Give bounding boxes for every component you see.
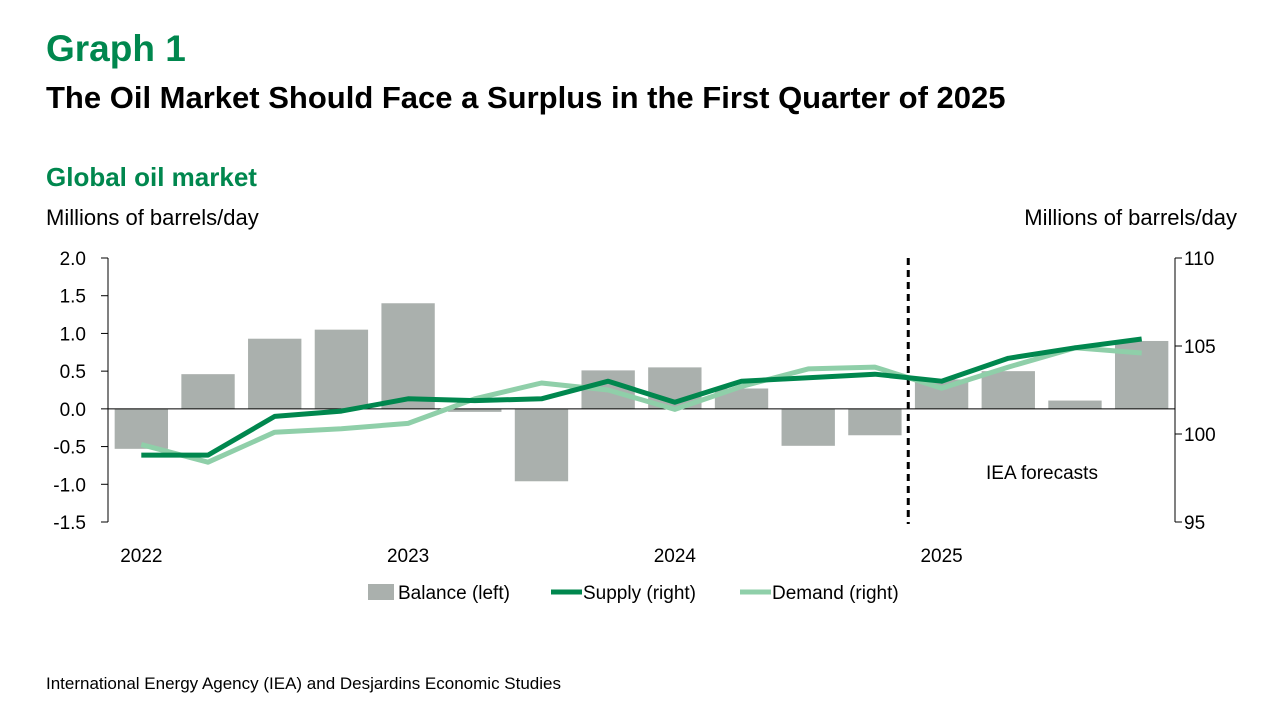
left-axis-tick-label: -0.5 — [53, 438, 86, 459]
balance-bar — [314, 329, 369, 409]
x-axis-year-label: 2025 — [920, 546, 962, 567]
oil-market-chart: -1.5 -1.0 -0.5 0.0 0.5 1.0 1.5 2.0 95 100 105 110 20… — [53, 249, 1216, 604]
legend-supply-label: Supply (right) — [583, 583, 696, 604]
right-axis-tick-label: 105 — [1184, 337, 1216, 358]
left-axis-tick-label: -1.0 — [53, 475, 86, 496]
right-axis-unit-label: Millions of barrels/day — [1024, 205, 1237, 230]
x-axis-year-label: 2024 — [654, 546, 697, 567]
left-axis-tick-label: 0.5 — [60, 362, 86, 383]
supply-line — [141, 336, 1143, 458]
left-axis-tick-label: 1.5 — [60, 287, 86, 308]
right-axis-tick-label: 95 — [1184, 513, 1205, 534]
left-axis-tick-label: 0.0 — [60, 400, 86, 421]
balance-bar — [1048, 400, 1102, 409]
balance-bar — [448, 408, 502, 412]
x-axis-year-label: 2022 — [120, 546, 162, 567]
left-axis-tick-label: -1.5 — [53, 513, 86, 534]
chart-title: The Oil Market Should Face a Surplus in … — [46, 80, 1006, 115]
right-axis-tick-label: 100 — [1184, 425, 1216, 446]
legend-balance-swatch — [368, 584, 394, 600]
left-axis-unit-label: Millions of barrels/day — [46, 205, 259, 230]
balance-bar — [381, 303, 435, 409]
forecast-label: IEA forecasts — [986, 463, 1098, 484]
chart-subtitle: Global oil market — [46, 162, 257, 192]
balance-bar — [114, 408, 169, 449]
balance-bar — [248, 338, 302, 409]
graph-number: Graph 1 — [46, 28, 186, 69]
balance-bar — [981, 371, 1035, 409]
balance-bar — [781, 408, 835, 446]
source-note: International Energy Agency (IEA) and De… — [46, 674, 561, 693]
right-axis-tick-label: 110 — [1184, 249, 1214, 270]
demand-line — [140, 345, 1142, 465]
legend-balance-label: Balance (left) — [398, 583, 510, 604]
left-axis-tick-label: 1.0 — [60, 324, 86, 345]
balance-bar — [514, 408, 569, 482]
balance-bar — [848, 408, 902, 436]
balance-bar — [181, 374, 235, 409]
left-axis-tick-label: 2.0 — [60, 249, 86, 270]
legend-demand-label: Demand (right) — [772, 583, 899, 604]
x-axis-year-label: 2023 — [387, 546, 429, 567]
